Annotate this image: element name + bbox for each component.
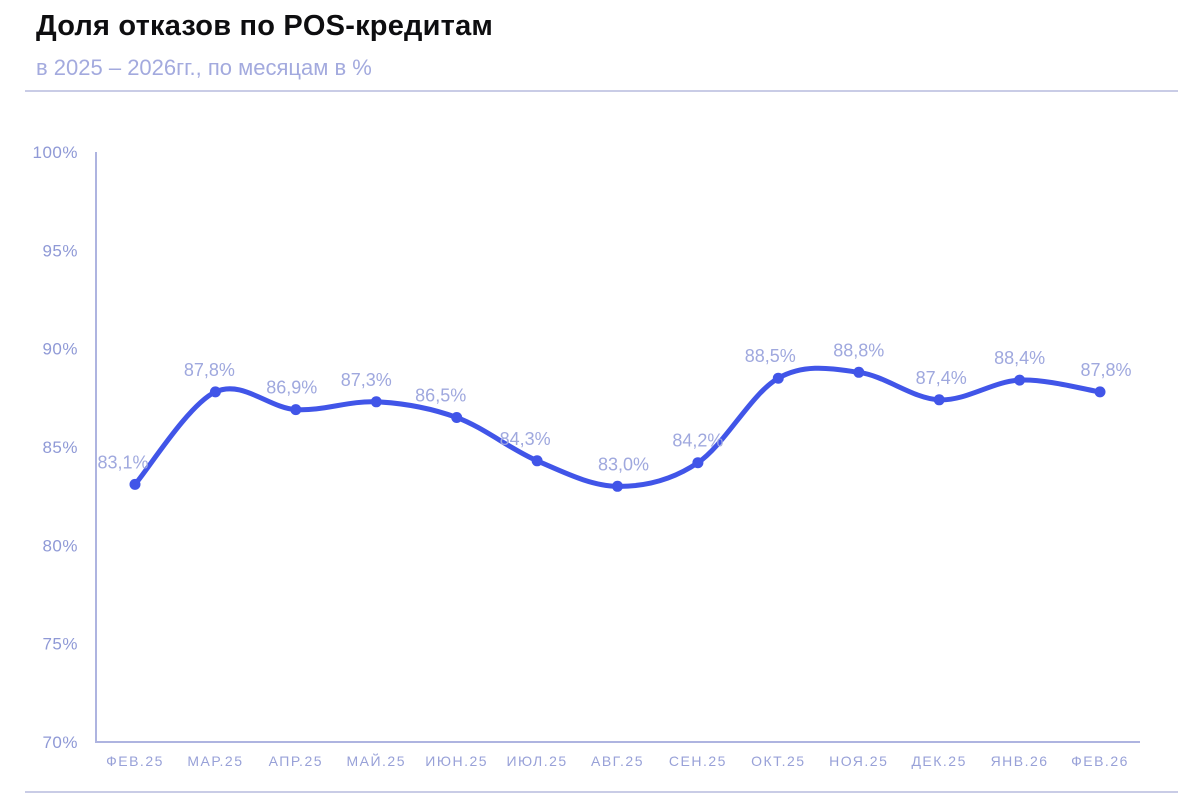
- top-divider: [25, 90, 1178, 92]
- data-point-label: 87,8%: [184, 360, 235, 380]
- data-point-label: 86,9%: [266, 378, 317, 398]
- data-point-label: 87,3%: [341, 370, 392, 390]
- y-axis-tick-label: 75%: [42, 635, 78, 654]
- x-axis-tick-label: ФЕВ.26: [1071, 753, 1129, 769]
- data-point: [933, 394, 945, 406]
- data-point-label: 84,2%: [672, 431, 723, 451]
- x-axis-tick-label: МАЙ.25: [346, 752, 406, 769]
- data-point: [1094, 386, 1106, 398]
- chart-subtitle: в 2025 – 2026гг., по месяцам в %: [36, 55, 372, 80]
- x-axis-tick-label: ОКТ.25: [751, 753, 806, 769]
- axis-lines: [95, 152, 1140, 743]
- line-chart: 100% 95% 90% 85% 80% 75% 70% ФЕВ.25 МАР.25 АПР.25…: [33, 143, 1140, 769]
- data-point: [531, 455, 543, 467]
- x-axis-tick-label: ИЮН.25: [425, 753, 488, 769]
- data-point-label: 87,8%: [1080, 360, 1131, 380]
- data-point: [612, 480, 623, 492]
- data-point-label: 88,5%: [745, 346, 796, 366]
- data-point: [209, 386, 221, 398]
- x-axis-tick-label: МАР.25: [187, 753, 243, 769]
- bottom-divider: [25, 791, 1178, 793]
- data-point: [451, 412, 463, 423]
- data-point-label: 83,1%: [97, 452, 148, 472]
- x-axis-tick-label: ДЕК.25: [911, 753, 966, 769]
- data-point-label: 84,3%: [500, 429, 551, 449]
- x-axis-tick-label: СЕН.25: [669, 753, 727, 769]
- data-point-label: 88,8%: [833, 340, 884, 360]
- y-axis-tick-label: 80%: [42, 536, 78, 555]
- x-axis-tick-label: ФЕВ.25: [106, 753, 164, 769]
- data-point-label: 83,0%: [598, 454, 649, 474]
- y-axis-tick-label: 95%: [42, 241, 78, 260]
- x-axis-tick-label: АПР.25: [269, 753, 323, 769]
- data-point-label: 86,5%: [415, 386, 466, 406]
- data-point: [370, 396, 382, 408]
- data-point: [290, 404, 302, 416]
- data-point-label: 87,4%: [916, 368, 967, 388]
- y-axis-tick-label: 90%: [42, 340, 78, 359]
- data-point: [853, 366, 865, 378]
- data-point: [772, 372, 784, 384]
- chart-title: Доля отказов по POS-кредитам: [36, 10, 494, 42]
- x-axis-tick-label: ЯНВ.26: [991, 753, 1049, 769]
- data-point: [692, 457, 704, 469]
- x-axis-tick-label: АВГ.25: [591, 753, 644, 769]
- data-point: [129, 478, 141, 490]
- x-axis-tick-label: НОЯ.25: [829, 753, 888, 769]
- data-point: [1014, 374, 1026, 386]
- x-axis-tick-label: ИЮЛ.25: [506, 753, 567, 769]
- y-axis-tick-label: 70%: [42, 733, 78, 752]
- y-axis-tick-label: 85%: [42, 438, 78, 457]
- y-axis-tick-label: 100%: [33, 143, 78, 162]
- data-point-label: 88,4%: [994, 348, 1045, 368]
